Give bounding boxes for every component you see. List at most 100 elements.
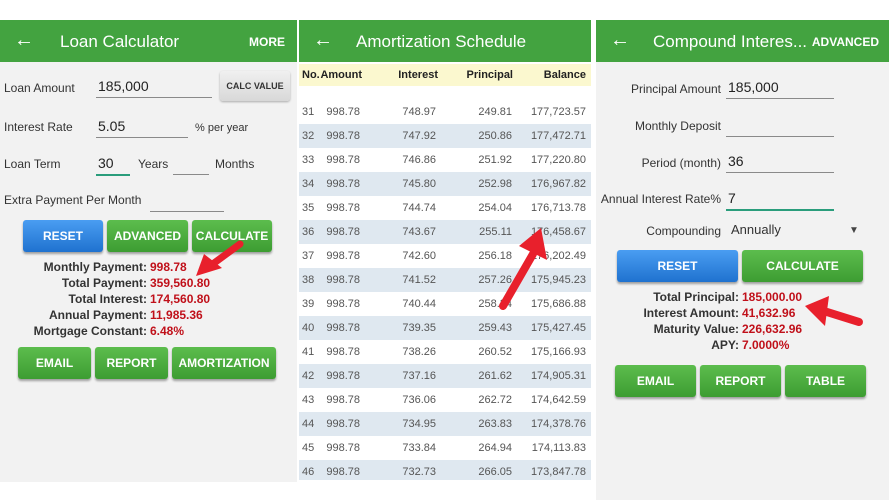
calc-value-button[interactable]: CALC VALUE bbox=[220, 71, 290, 101]
email-button[interactable]: EMAIL bbox=[18, 347, 91, 379]
period-input[interactable] bbox=[726, 152, 834, 173]
row-principal: 260.52 bbox=[478, 346, 512, 358]
row-amount: 998.78 bbox=[326, 250, 360, 262]
row-number: 40 bbox=[302, 322, 315, 334]
report-button[interactable]: REPORT bbox=[700, 365, 781, 397]
row-number: 44 bbox=[302, 418, 315, 430]
column-header-balance: Balance bbox=[543, 69, 586, 81]
row-balance: 177,472.71 bbox=[530, 130, 586, 142]
row-balance: 174,378.76 bbox=[530, 418, 586, 430]
advanced-menu-button[interactable]: ADVANCED bbox=[811, 35, 879, 49]
email-button[interactable]: EMAIL bbox=[615, 365, 696, 397]
row-balance: 175,686.88 bbox=[530, 298, 586, 310]
table-row: 38 998.78 741.52 257.26 175,945.23 bbox=[299, 268, 591, 292]
row-principal: 263.83 bbox=[478, 418, 512, 430]
loan-app-bar: ← Loan Calculator MORE bbox=[0, 20, 297, 62]
row-balance: 177,723.57 bbox=[530, 106, 586, 118]
row-number: 45 bbox=[302, 442, 315, 454]
row-balance: 174,905.31 bbox=[530, 370, 586, 382]
interest-amount-result: Interest Amount: 41,632.96 bbox=[643, 306, 796, 320]
compound-interest-screen: ← Compound Interes... ADVANCED Principal… bbox=[596, 20, 889, 500]
row-interest: 738.26 bbox=[402, 346, 436, 358]
row-balance: 174,113.83 bbox=[531, 442, 586, 454]
column-header-principal: Principal bbox=[466, 69, 513, 81]
table-row: 33 998.78 746.86 251.92 177,220.80 bbox=[299, 148, 591, 172]
row-interest: 742.60 bbox=[402, 250, 436, 262]
row-interest: 748.97 bbox=[402, 106, 436, 118]
row-balance: 176,713.78 bbox=[530, 202, 586, 214]
row-number: 31 bbox=[302, 106, 315, 118]
table-row: 45 998.78 733.84 264.94 174,113.83 bbox=[299, 436, 591, 460]
row-number: 43 bbox=[302, 394, 315, 406]
amortization-table-body[interactable]: 31 998.78 748.97 249.81 177,723.57 32 998.78 74… bbox=[299, 100, 591, 480]
row-number: 32 bbox=[302, 130, 315, 142]
loan-amount-label: Loan Amount bbox=[4, 81, 75, 95]
maturity-value-result: Maturity Value: 226,632.96 bbox=[653, 322, 803, 336]
row-balance: 173,847.78 bbox=[530, 466, 586, 478]
loan-term-months-input[interactable] bbox=[173, 154, 209, 175]
table-button[interactable]: TABLE bbox=[785, 365, 866, 397]
row-interest: 736.06 bbox=[402, 394, 436, 406]
calculate-button[interactable]: CALCULATE bbox=[742, 250, 863, 282]
row-principal: 264.94 bbox=[478, 442, 512, 454]
amortization-button[interactable]: AMORTIZATION bbox=[172, 347, 276, 379]
loan-calculator-screen: ← Loan Calculator MORE Loan Amount CALC … bbox=[0, 20, 297, 482]
table-row: 44 998.78 734.95 263.83 174,378.76 bbox=[299, 412, 591, 436]
advanced-button[interactable]: ADVANCED bbox=[107, 220, 188, 252]
total-interest-result: Total Interest: 174,560.80 bbox=[68, 292, 211, 306]
row-balance: 177,220.80 bbox=[530, 154, 586, 166]
page-title: Amortization Schedule bbox=[356, 32, 527, 51]
row-interest: 745.80 bbox=[402, 178, 436, 190]
row-amount: 998.78 bbox=[326, 394, 360, 406]
row-amount: 998.78 bbox=[326, 466, 360, 478]
row-number: 39 bbox=[302, 298, 315, 310]
back-arrow-icon[interactable]: ← bbox=[313, 29, 333, 51]
row-interest: 732.73 bbox=[402, 466, 436, 478]
calculate-button[interactable]: CALCULATE bbox=[192, 220, 272, 252]
reset-button[interactable]: RESET bbox=[23, 220, 103, 252]
row-principal: 255.11 bbox=[479, 226, 512, 238]
monthly-deposit-input[interactable] bbox=[726, 116, 834, 137]
rate-unit-label: % per year bbox=[195, 122, 249, 134]
row-principal: 252.98 bbox=[478, 178, 512, 190]
column-header-no: No. bbox=[302, 69, 320, 81]
page-title: Compound Interes... bbox=[653, 32, 808, 51]
loan-term-years-input[interactable] bbox=[96, 154, 130, 176]
back-arrow-icon[interactable]: ← bbox=[14, 29, 34, 51]
row-amount: 998.78 bbox=[326, 370, 360, 382]
principal-amount-input[interactable] bbox=[726, 78, 834, 99]
row-amount: 998.78 bbox=[326, 298, 360, 310]
row-balance: 176,202.49 bbox=[530, 250, 586, 262]
column-header-interest: Interest bbox=[398, 69, 438, 81]
row-number: 34 bbox=[302, 178, 315, 190]
back-arrow-icon[interactable]: ← bbox=[610, 29, 630, 51]
row-amount: 998.78 bbox=[326, 322, 360, 334]
annotation-arrow-icon bbox=[805, 296, 863, 326]
table-row: 36 998.78 743.67 255.11 176,458.67 bbox=[299, 220, 591, 244]
row-balance: 175,945.23 bbox=[530, 274, 586, 286]
reset-button[interactable]: RESET bbox=[617, 250, 738, 282]
more-menu-button[interactable]: MORE bbox=[249, 35, 285, 49]
row-interest: 739.35 bbox=[402, 322, 436, 334]
table-header: No. Amount Interest Principal Balance bbox=[299, 64, 591, 86]
table-row: 41 998.78 738.26 260.52 175,166.93 bbox=[299, 340, 591, 364]
interest-rate-input[interactable] bbox=[96, 117, 188, 138]
row-amount: 998.78 bbox=[326, 418, 360, 430]
extra-payment-input[interactable] bbox=[150, 191, 224, 212]
row-principal: 256.18 bbox=[478, 250, 512, 262]
row-interest: 740.44 bbox=[402, 298, 436, 310]
amortization-app-bar: ← Amortization Schedule bbox=[299, 20, 591, 62]
row-interest: 747.92 bbox=[402, 130, 436, 142]
report-button[interactable]: REPORT bbox=[95, 347, 168, 379]
annual-rate-input[interactable] bbox=[726, 189, 834, 211]
row-interest: 733.84 bbox=[402, 442, 436, 454]
row-principal: 250.86 bbox=[478, 130, 512, 142]
compounding-label: Compounding bbox=[646, 224, 721, 238]
row-principal: 261.62 bbox=[478, 370, 512, 382]
loan-amount-input[interactable] bbox=[96, 77, 212, 98]
row-amount: 998.78 bbox=[326, 106, 360, 118]
table-row: 39 998.78 740.44 258.34 175,686.88 bbox=[299, 292, 591, 316]
extra-payment-label: Extra Payment Per Month bbox=[4, 193, 142, 207]
table-row: 43 998.78 736.06 262.72 174,642.59 bbox=[299, 388, 591, 412]
row-number: 36 bbox=[302, 226, 315, 238]
